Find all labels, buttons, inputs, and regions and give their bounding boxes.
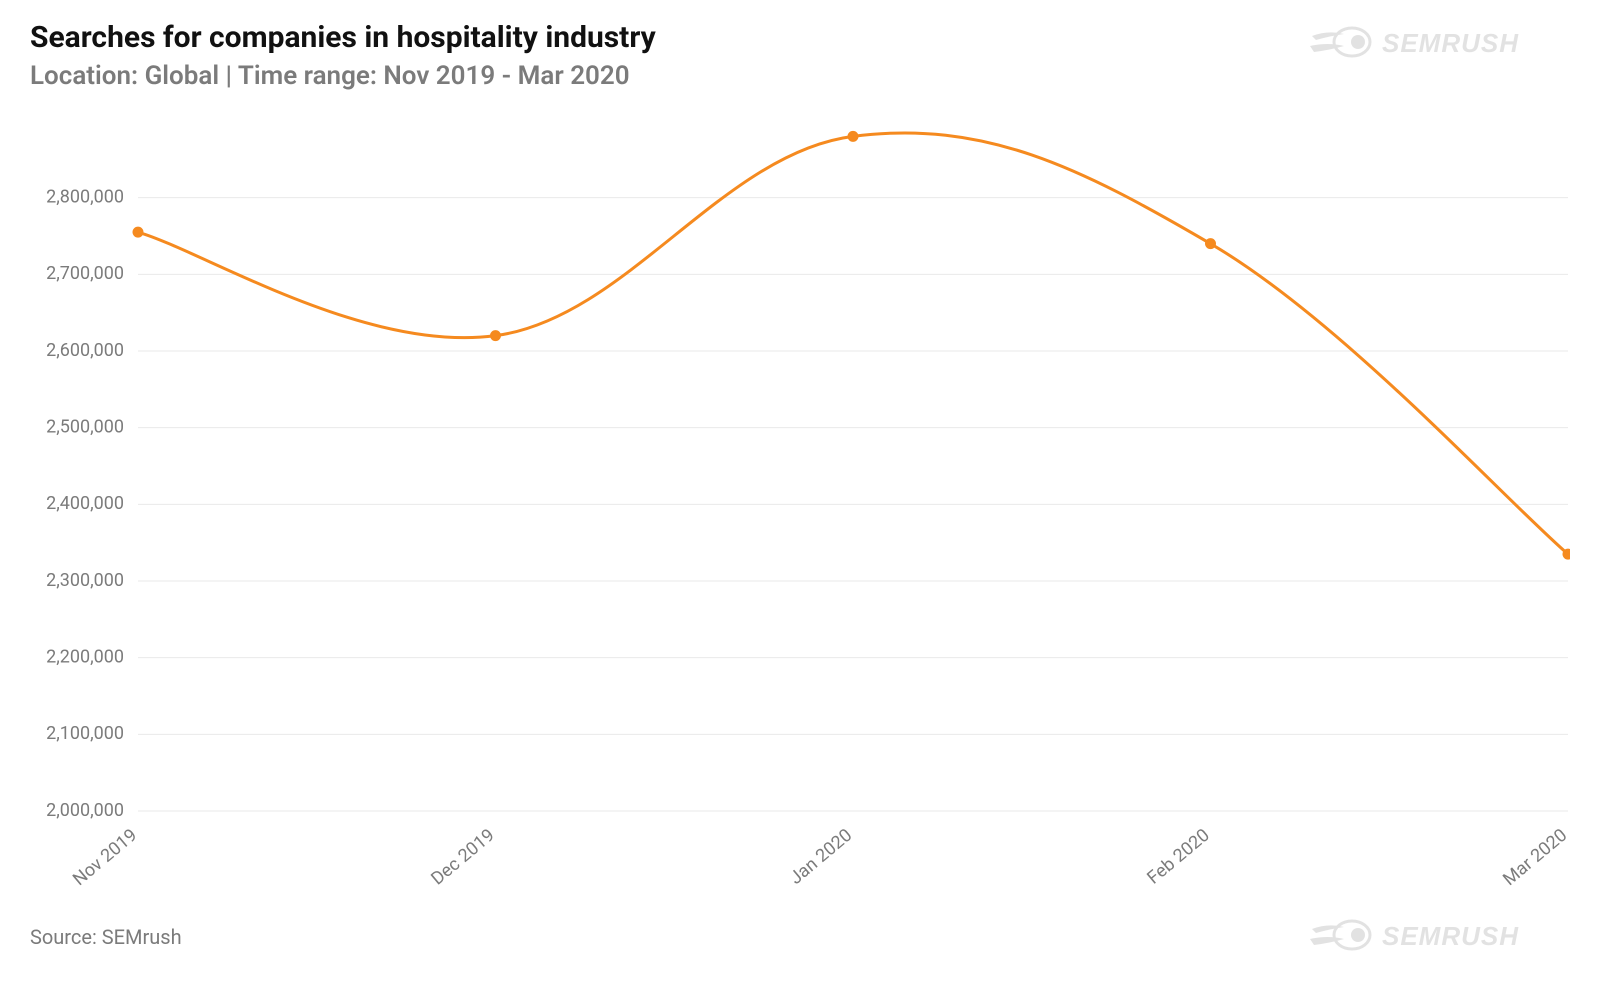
brand-logo-bottom: SEMRUSH [1310,913,1570,961]
data-point [134,228,143,237]
data-point [1564,550,1571,559]
svg-text:Mar 2020: Mar 2020 [1499,825,1570,890]
series-line [138,133,1568,554]
svg-text:2,100,000: 2,100,000 [46,723,124,744]
line-chart: 2,000,000 2,100,000 2,200,000 2,300,000 2,40… [30,111,1570,891]
svg-text:2,600,000: 2,600,000 [46,340,124,361]
svg-text:2,300,000: 2,300,000 [46,570,124,591]
svg-text:2,200,000: 2,200,000 [46,646,124,667]
svg-text:Dec 2019: Dec 2019 [427,825,499,890]
data-point [1206,239,1215,248]
svg-text:2,400,000: 2,400,000 [46,493,124,514]
header: Searches for companies in hospitality in… [30,20,1570,91]
semrush-logo-icon: SEMRUSH [1310,20,1570,64]
svg-text:2,800,000: 2,800,000 [46,186,124,207]
chart-title: Searches for companies in hospitality in… [30,20,1310,55]
svg-text:Feb 2020: Feb 2020 [1143,825,1213,889]
chart-subtitle: Location: Global | Time range: Nov 2019 … [30,61,1310,91]
chart-container: Searches for companies in hospitality in… [0,0,1600,985]
footer: Source: SEMrush SEMRUSH [30,913,1570,961]
semrush-logo-icon: SEMRUSH [1310,913,1570,957]
svg-text:2,700,000: 2,700,000 [46,263,124,284]
svg-text:SEMRUSH: SEMRUSH [1382,921,1519,951]
data-point [849,132,858,141]
data-point [491,331,500,340]
titles-block: Searches for companies in hospitality in… [30,20,1310,91]
svg-text:2,500,000: 2,500,000 [46,416,124,437]
chart-area: 2,000,000 2,100,000 2,200,000 2,300,000 2,40… [30,111,1570,895]
brand-logo-top: SEMRUSH [1310,20,1570,68]
svg-text:Nov 2019: Nov 2019 [69,825,141,890]
svg-text:Jan 2020: Jan 2020 [786,825,857,889]
source-text: Source: SEMrush [30,925,182,949]
svg-text:SEMRUSH: SEMRUSH [1382,28,1519,58]
svg-text:2,000,000: 2,000,000 [46,800,124,821]
